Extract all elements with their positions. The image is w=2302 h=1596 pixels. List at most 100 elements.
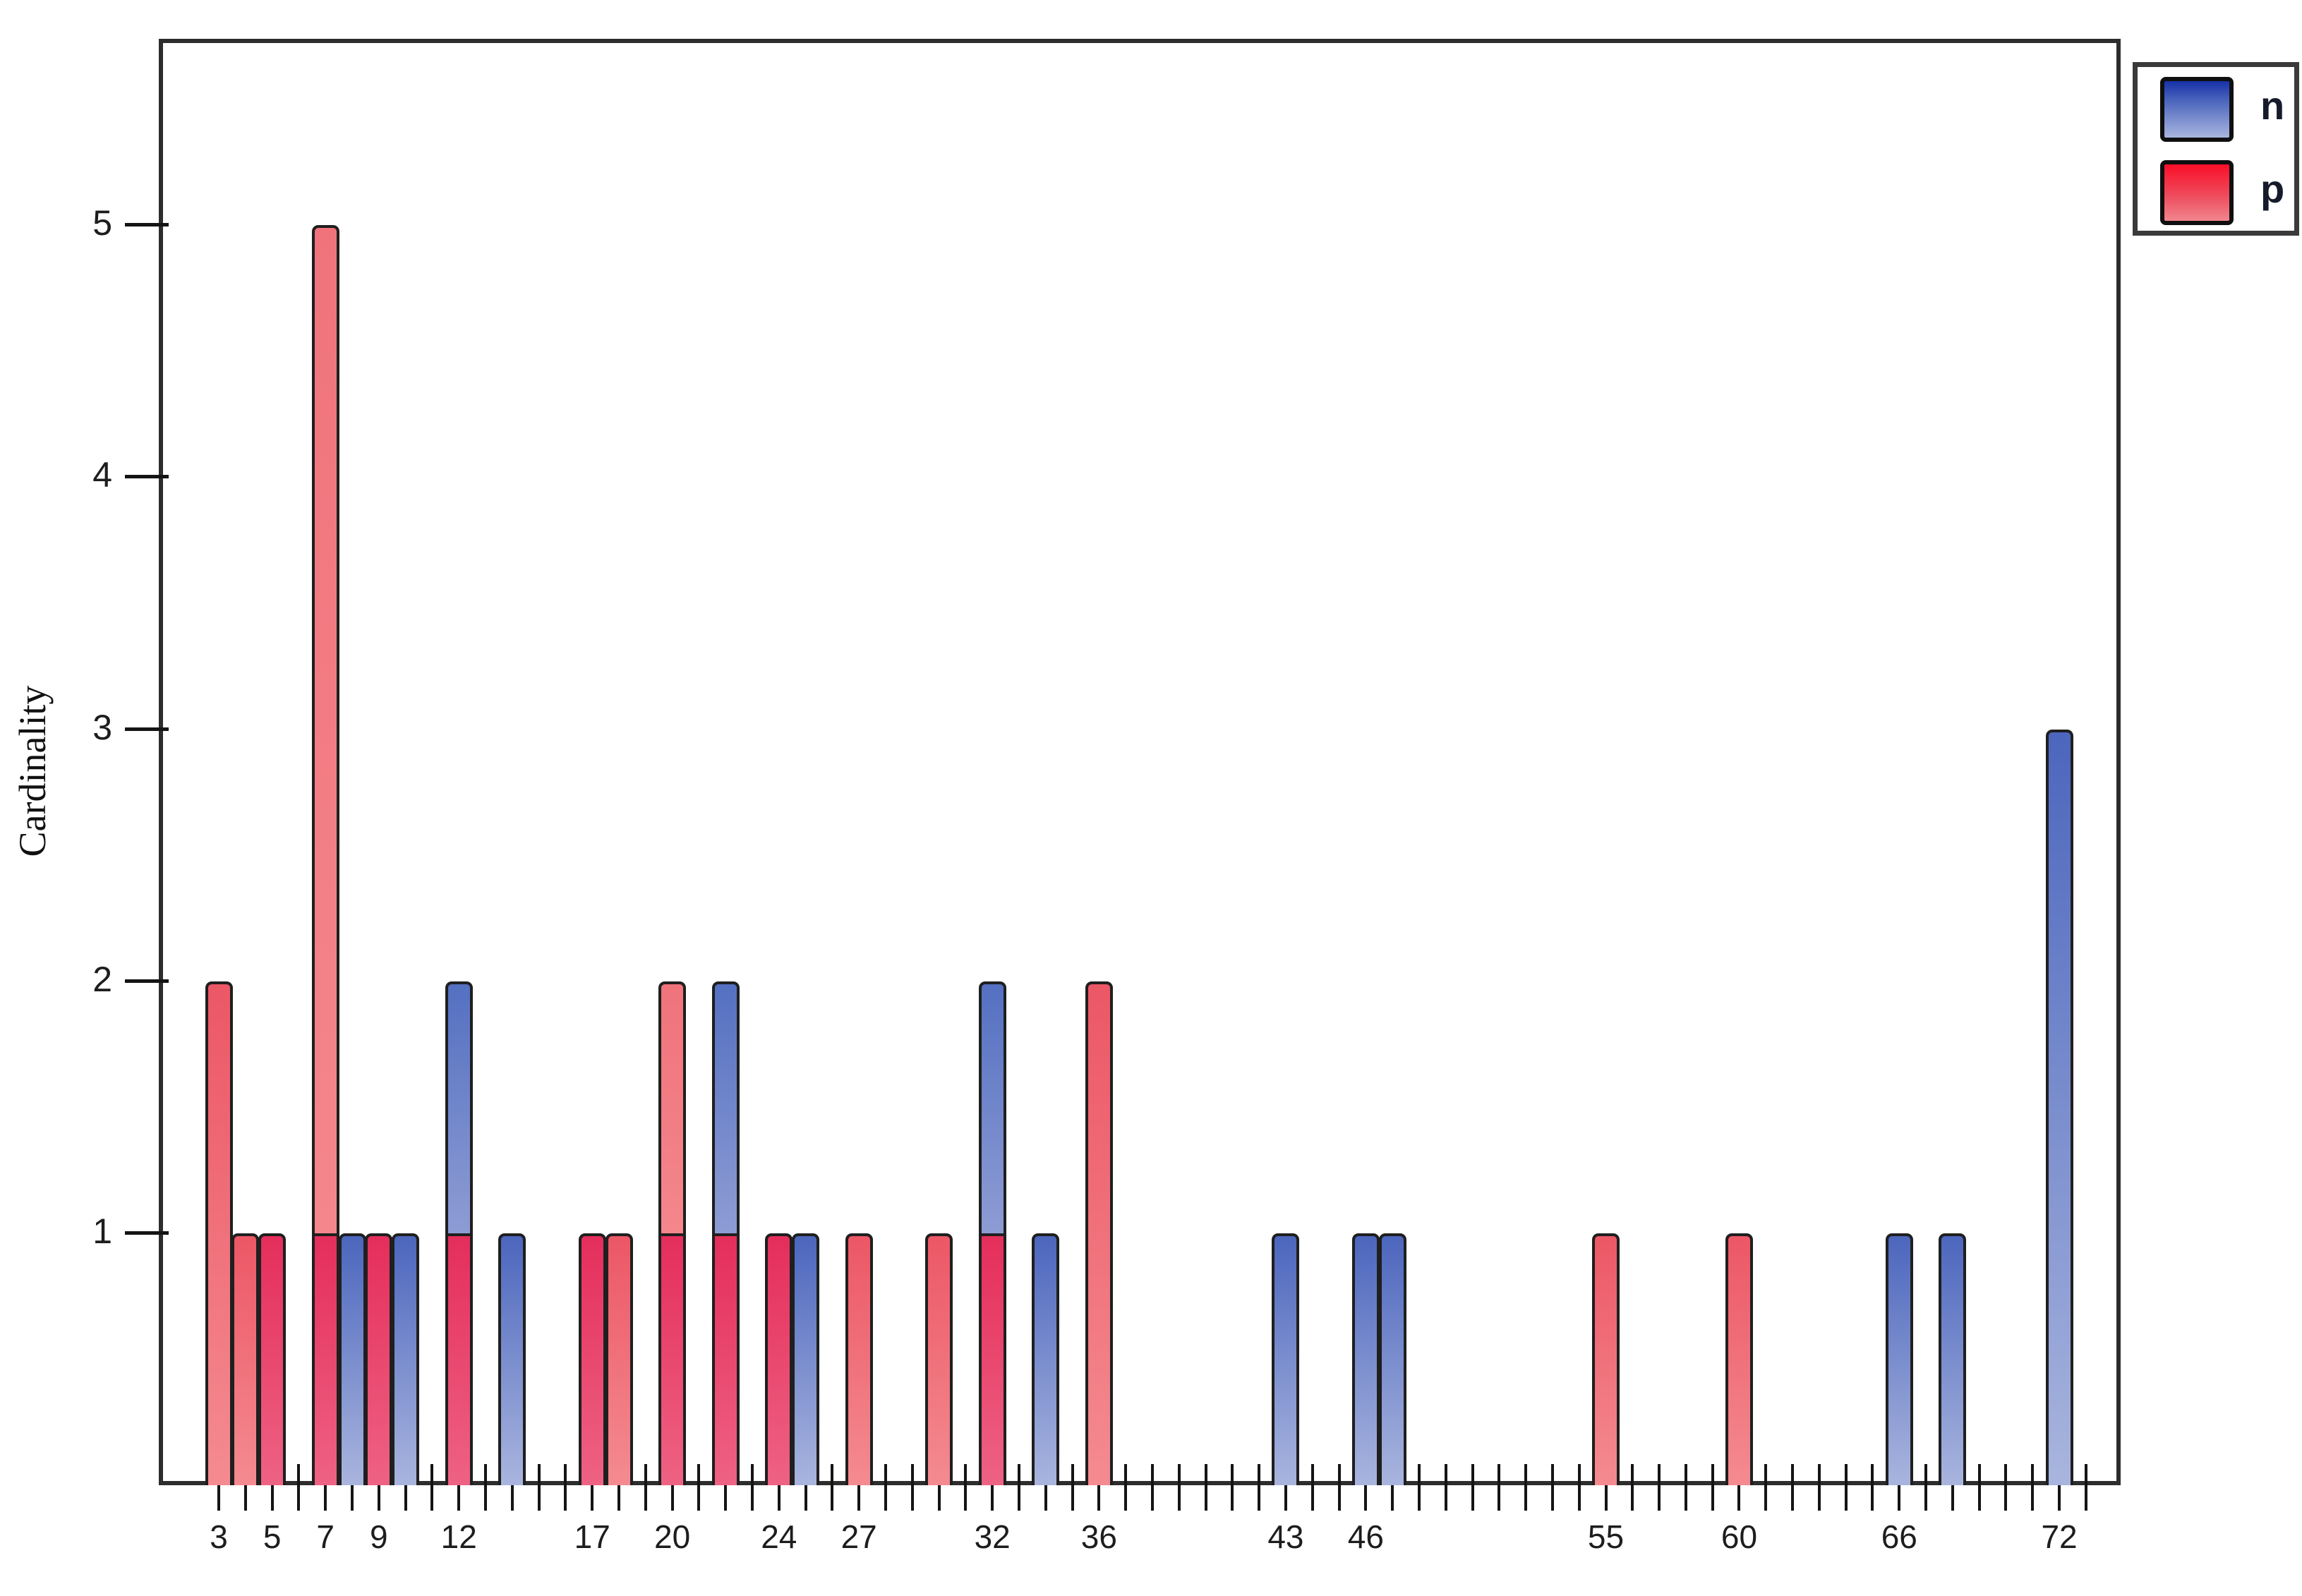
x-tick: [1898, 1464, 1901, 1511]
bar-segment-x14: [498, 1233, 526, 1485]
legend-entry-p: p: [2149, 160, 2294, 234]
x-tick-label: 66: [1881, 1518, 1917, 1555]
x-tick: [1071, 1464, 1074, 1511]
x-tick: [2084, 1464, 2087, 1511]
x-tick: [831, 1464, 834, 1511]
x-tick-label: 20: [654, 1518, 691, 1555]
legend: n p: [2133, 62, 2299, 236]
x-tick: [1658, 1464, 1661, 1511]
x-tick: [484, 1464, 488, 1511]
x-tick: [1497, 1464, 1501, 1511]
bar-segment-x3: [205, 981, 233, 1485]
x-tick: [564, 1464, 567, 1511]
x-tick: [537, 1464, 541, 1511]
x-tick: [1044, 1464, 1047, 1511]
y-tick-label: 1: [92, 1211, 112, 1251]
x-tick: [617, 1464, 620, 1511]
y-tick: [125, 979, 169, 983]
x-tick: [991, 1464, 994, 1511]
bar-segment-x46: [1351, 1233, 1380, 1485]
legend-entry-n: n: [2149, 77, 2294, 150]
x-tick: [670, 1464, 674, 1511]
x-tick: [1737, 1464, 1741, 1511]
x-tick: [324, 1464, 327, 1511]
x-tick: [217, 1464, 221, 1511]
x-tick-label: 55: [1587, 1518, 1625, 1555]
bar-segment-x22: [711, 981, 740, 1233]
x-tick-label: 3: [210, 1518, 228, 1555]
x-tick: [1550, 1464, 1554, 1511]
x-tick: [1204, 1464, 1207, 1511]
bar-segment-x9: [365, 1233, 393, 1485]
x-tick: [937, 1464, 941, 1511]
y-tick: [125, 1231, 169, 1235]
bar-segment-x36: [1085, 981, 1113, 1485]
x-tick: [1284, 1464, 1287, 1511]
x-tick: [1150, 1464, 1154, 1511]
x-tick: [1097, 1464, 1101, 1511]
x-tick: [1337, 1464, 1341, 1511]
x-tick: [2058, 1464, 2061, 1511]
bar-segment-x66: [1885, 1233, 1913, 1485]
x-tick-label: 46: [1347, 1518, 1384, 1555]
plot-area: [159, 39, 2121, 1485]
bar-segment-x20: [658, 981, 687, 1233]
x-tick-label: 7: [316, 1518, 335, 1555]
x-tick: [724, 1464, 728, 1511]
x-tick: [2031, 1464, 2035, 1511]
x-tick: [457, 1464, 461, 1511]
x-tick: [1444, 1464, 1447, 1511]
x-tick: [351, 1464, 354, 1511]
x-tick-label: 43: [1267, 1518, 1304, 1555]
x-tick-label: 9: [370, 1518, 388, 1555]
x-tick: [1231, 1464, 1234, 1511]
bar-segment-x7: [311, 225, 339, 1233]
x-tick-label: 5: [263, 1518, 282, 1555]
x-tick: [644, 1464, 647, 1511]
bar-segment-x7: [311, 1233, 339, 1485]
bar-segment-x72: [2045, 729, 2073, 1485]
x-tick: [884, 1464, 887, 1511]
x-tick-label: 24: [761, 1518, 797, 1555]
legend-swatch-p: [2160, 160, 2234, 225]
x-tick-label: 12: [440, 1518, 477, 1555]
x-tick: [270, 1464, 274, 1511]
x-tick: [1844, 1464, 1848, 1511]
bar-segment-x34: [1032, 1233, 1060, 1485]
x-tick: [1977, 1464, 1981, 1511]
x-tick: [697, 1464, 701, 1511]
y-tick-label: 4: [92, 455, 112, 495]
bar-segment-x32: [978, 1233, 1006, 1485]
x-tick: [1817, 1464, 1821, 1511]
x-tick: [804, 1464, 807, 1511]
bar-segment-x5: [258, 1233, 287, 1485]
x-tick: [510, 1464, 514, 1511]
bar-segment-x25: [792, 1233, 820, 1485]
bar-segment-x22: [711, 1233, 740, 1485]
x-tick: [777, 1464, 781, 1511]
legend-label-p: p: [2260, 167, 2285, 211]
x-tick: [1524, 1464, 1528, 1511]
x-tick: [1471, 1464, 1474, 1511]
legend-swatch-n: [2160, 77, 2234, 142]
x-tick: [1604, 1464, 1608, 1511]
bar-segment-x32: [978, 981, 1006, 1233]
x-tick: [1871, 1464, 1874, 1511]
x-tick: [1124, 1464, 1128, 1511]
bar-segment-x18: [605, 1233, 633, 1485]
x-tick: [1391, 1464, 1394, 1511]
x-tick-label: 27: [840, 1518, 877, 1555]
x-tick: [1631, 1464, 1634, 1511]
x-tick: [1764, 1464, 1768, 1511]
x-tick: [297, 1464, 301, 1511]
x-tick: [910, 1464, 914, 1511]
bar-segment-x12: [445, 981, 473, 1233]
bar-segment-x8: [338, 1233, 366, 1485]
x-tick: [1310, 1464, 1314, 1511]
bar-segment-x68: [1939, 1233, 1967, 1485]
bar-segment-x17: [578, 1233, 606, 1485]
x-tick: [750, 1464, 754, 1511]
legend-label-n: n: [2260, 83, 2285, 128]
bar-segment-x60: [1725, 1233, 1753, 1485]
